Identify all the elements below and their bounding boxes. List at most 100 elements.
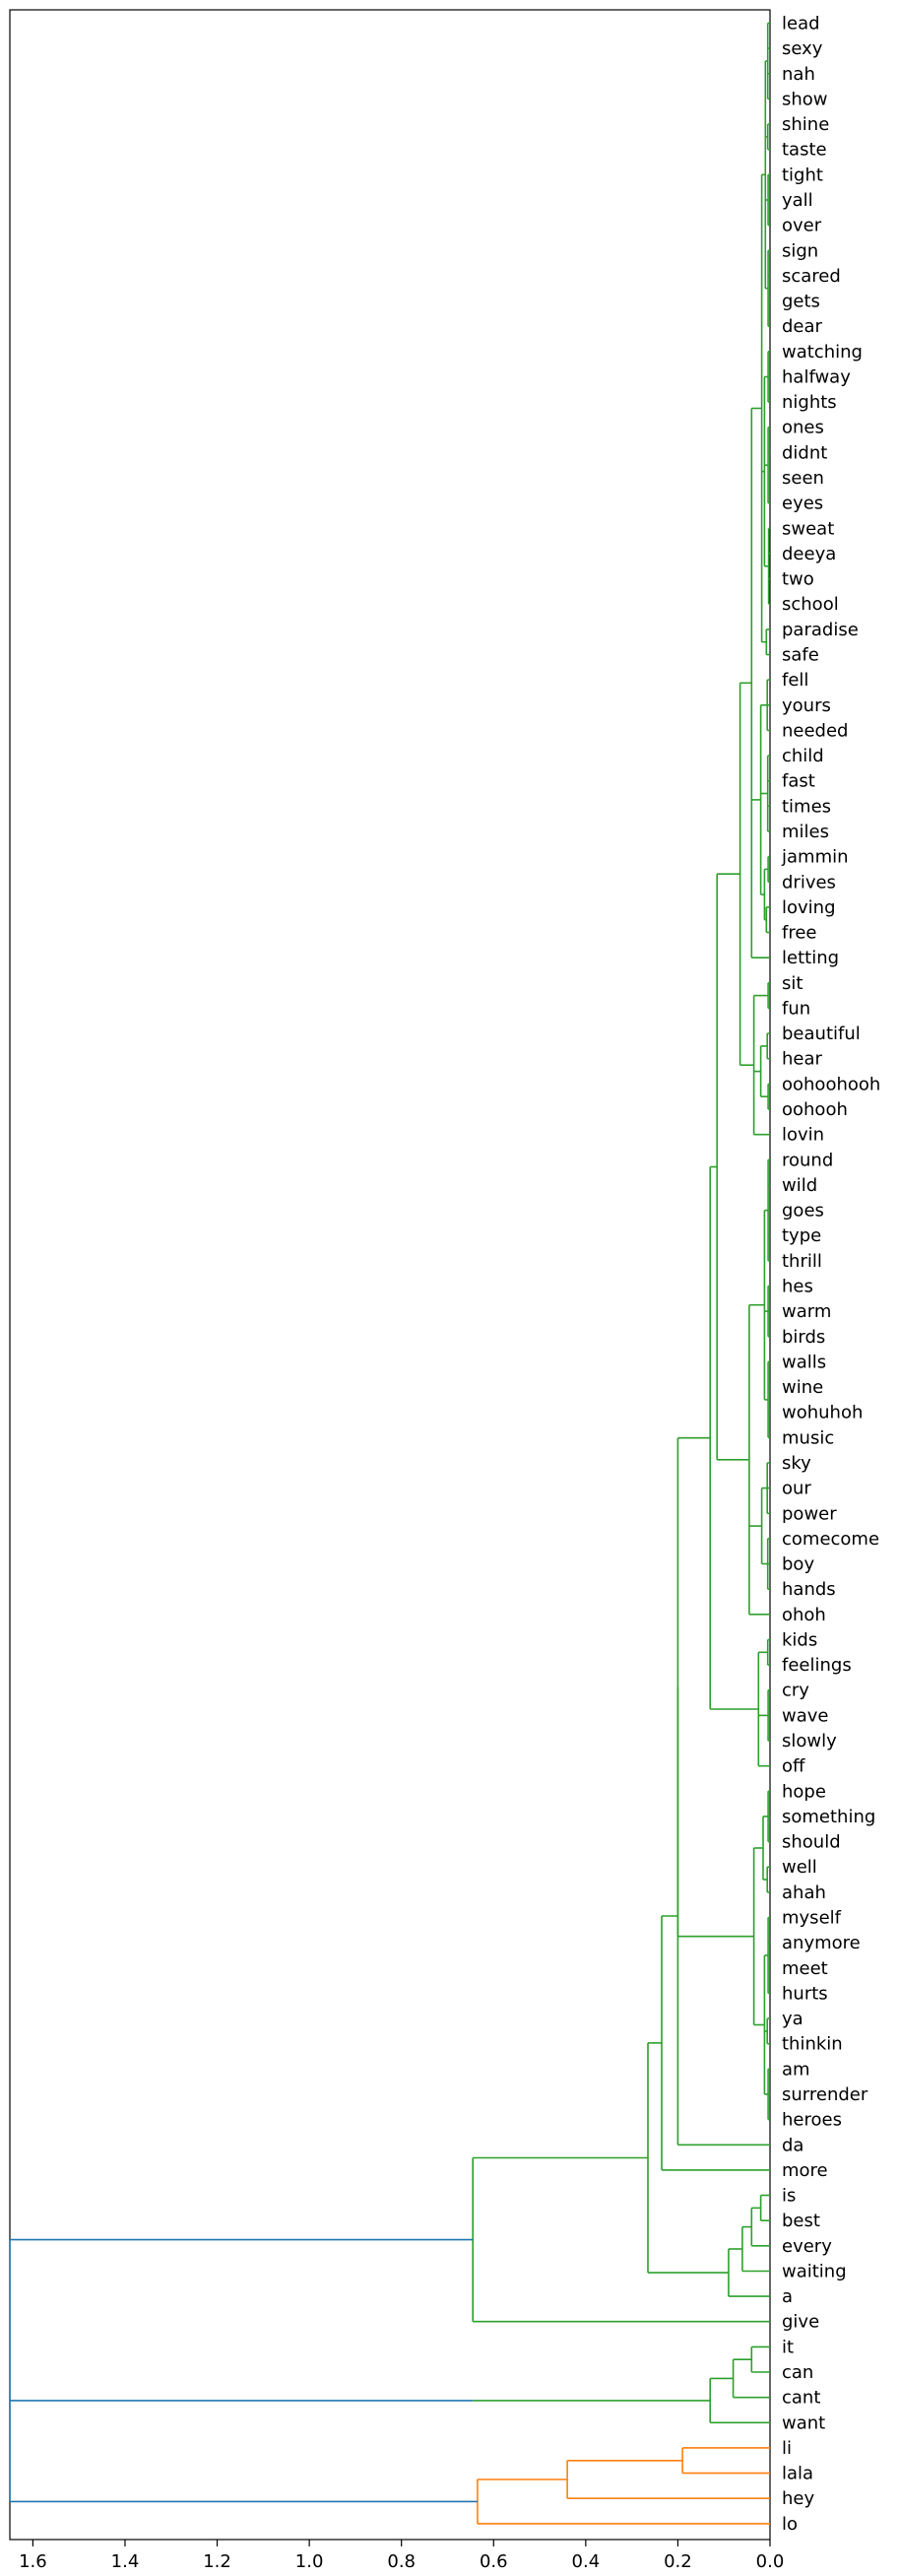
leaf-label-beautiful: beautiful [782, 1024, 861, 1044]
x-tick-label-0.0: 0.0 [756, 2551, 785, 2572]
x-tick-label-0.4: 0.4 [572, 2551, 601, 2572]
leaf-label-show: show [782, 89, 828, 109]
leaf-label-want: want [782, 2412, 825, 2433]
leaf-label-letting: letting [782, 948, 839, 968]
leaf-label-something: something [782, 1807, 875, 1827]
leaf-label-paradise: paradise [782, 620, 859, 640]
leaf-label-sign: sign [782, 240, 818, 261]
leaf-label-sweat: sweat [782, 518, 834, 539]
leaf-label-halfway: halfway [782, 366, 851, 387]
leaf-label-li: li [782, 2438, 792, 2459]
leaf-label-kids: kids [782, 1629, 817, 1650]
x-tick-label-0.6: 0.6 [480, 2551, 508, 2572]
leaf-label-drives: drives [782, 872, 836, 892]
leaf-label-child: child [782, 746, 824, 766]
leaf-label-can: can [782, 2362, 813, 2383]
leaf-label-safe: safe [782, 645, 819, 666]
leaf-label-type: type [782, 1225, 821, 1246]
leaf-label-gets: gets [782, 292, 820, 312]
leaf-label-two: two [782, 569, 814, 590]
leaf-label-school: school [782, 594, 839, 615]
leaf-label-hey: hey [782, 2488, 814, 2509]
x-tick-label-0.2: 0.2 [664, 2551, 692, 2572]
leaf-label-best: best [782, 2211, 820, 2231]
x-tick-label-1.6: 1.6 [19, 2551, 47, 2572]
leaf-label-off: off [782, 1756, 805, 1777]
leaf-label-dear: dear [782, 316, 823, 337]
leaf-label-lovin: lovin [782, 1125, 824, 1146]
leaf-label-music: music [782, 1427, 834, 1448]
leaf-label-loving: loving [782, 897, 836, 918]
leaf-label-sexy: sexy [782, 38, 823, 59]
leaf-label-well: well [782, 1857, 817, 1878]
leaf-label-it: it [782, 2337, 794, 2357]
leaf-label-slowly: slowly [782, 1731, 837, 1751]
leaf-label-waiting: waiting [782, 2261, 847, 2281]
leaf-label-deeya: deeya [782, 544, 836, 564]
leaf-label-oohoohooh: oohoohooh [782, 1074, 880, 1094]
leaf-label-comecome: comecome [782, 1529, 879, 1550]
leaf-label-our: our [782, 1479, 811, 1499]
leaf-label-thinkin: thinkin [782, 2034, 843, 2055]
x-tick-label-1.0: 1.0 [295, 2551, 324, 2572]
leaf-label-heroes: heroes [782, 2110, 842, 2131]
leaf-label-da: da [782, 2135, 803, 2155]
leaf-label-hope: hope [782, 1781, 826, 1802]
leaf-label-surrender: surrender [782, 2084, 868, 2105]
leaf-label-jammin: jammin [781, 847, 849, 868]
leaf-label-feelings: feelings [782, 1655, 852, 1676]
leaf-label-seen: seen [782, 468, 824, 489]
leaf-label-over: over [782, 216, 822, 236]
leaf-label-sit: sit [782, 973, 803, 994]
leaf-label-hands: hands [782, 1579, 836, 1600]
leaf-label-cant: cant [782, 2388, 820, 2409]
leaf-label-anymore: anymore [782, 1933, 861, 1953]
leaf-label-taste: taste [782, 140, 827, 161]
leaf-label-ahah: ahah [782, 1882, 826, 1903]
leaf-label-nights: nights [782, 392, 837, 413]
leaf-label-free: free [782, 923, 817, 944]
leaf-label-hear: hear [782, 1049, 823, 1070]
leaf-labels: lead sexy nah show shine taste tight yall over si… [781, 14, 880, 2535]
leaf-label-meet: meet [782, 1958, 828, 1979]
leaf-label-am: am [782, 2059, 810, 2080]
leaf-label-should: should [782, 1832, 841, 1853]
leaf-label-eyes: eyes [782, 494, 823, 514]
leaf-label-needed: needed [782, 720, 848, 741]
leaf-label-ya: ya [782, 2009, 803, 2029]
leaf-label-miles: miles [782, 822, 829, 842]
leaf-label-more: more [782, 2160, 828, 2181]
leaf-label-shine: shine [782, 114, 829, 135]
leaf-label-cry: cry [782, 1681, 809, 1701]
leaf-label-wine: wine [782, 1377, 823, 1398]
leaf-label-didnt: didnt [782, 442, 827, 463]
leaf-label-give: give [782, 2312, 819, 2333]
leaf-label-is: is [782, 2186, 796, 2207]
leaf-label-wild: wild [782, 1175, 817, 1196]
leaf-label-walls: walls [782, 1352, 826, 1372]
leaf-label-yours: yours [782, 695, 831, 716]
leaf-label-goes: goes [782, 1201, 824, 1222]
leaf-label-warm: warm [782, 1301, 831, 1322]
leaf-label-hes: hes [782, 1277, 813, 1297]
leaf-label-lo: lo [782, 2514, 798, 2535]
leaf-label-myself: myself [782, 1908, 842, 1929]
leaf-label-lead: lead [782, 14, 820, 34]
leaf-label-watching: watching [782, 342, 863, 363]
leaf-label-tight: tight [782, 165, 823, 185]
leaf-label-oohooh: oohooh [782, 1099, 848, 1120]
leaf-label-fast: fast [782, 771, 815, 792]
leaf-label-fun: fun [782, 998, 810, 1019]
x-tick-label-1.2: 1.2 [203, 2551, 231, 2572]
leaf-label-nah: nah [782, 64, 815, 85]
leaf-label-power: power [782, 1503, 837, 1524]
leaf-label-lala: lala [782, 2464, 813, 2484]
plot-frame [9, 9, 771, 2541]
leaf-label-ones: ones [782, 418, 824, 438]
leaf-label-hurts: hurts [782, 1983, 828, 2004]
leaf-label-scared: scared [782, 266, 841, 287]
leaf-label-birds: birds [782, 1327, 825, 1348]
x-tick-label-1.4: 1.4 [111, 2551, 140, 2572]
x-axis-ticks: 1.6 1.4 1.2 1.0 0.8 0.6 0.4 0.2 0.0 [19, 2540, 784, 2572]
